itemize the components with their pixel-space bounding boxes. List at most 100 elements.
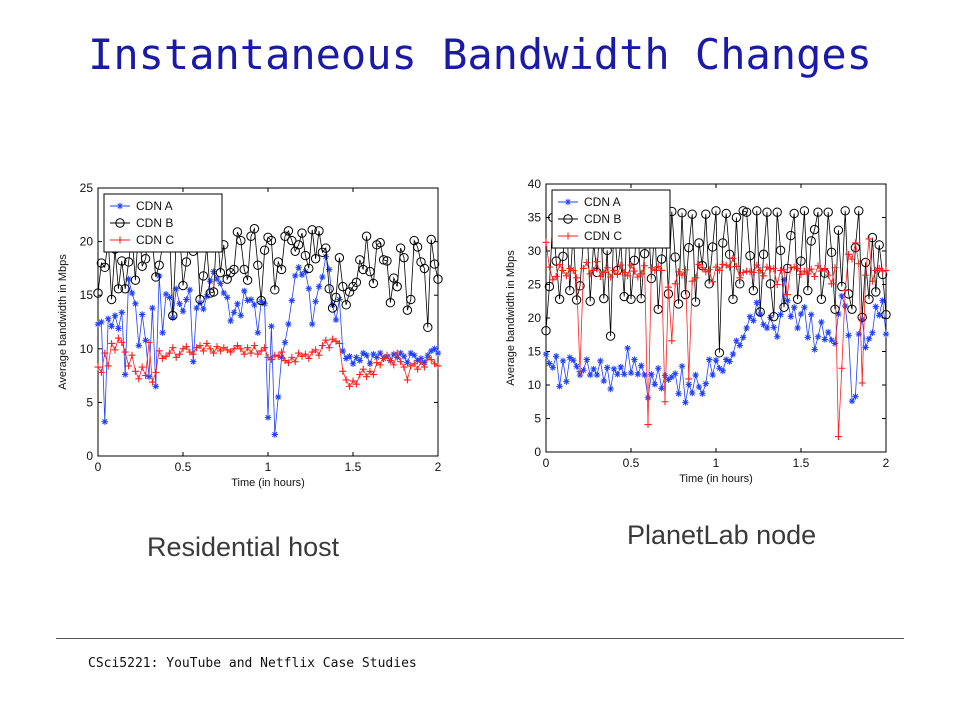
data-point [583,356,590,363]
data-point [199,347,207,355]
data-point [681,266,689,274]
data-point [274,352,282,360]
data-point [142,337,149,344]
data-point [98,318,105,326]
data-point [558,251,568,262]
data-point [753,261,761,269]
data-point [782,263,793,274]
data-point [661,398,669,406]
data-point [726,263,734,271]
data-point [872,303,879,310]
data-point [148,378,156,386]
data-point [280,231,290,241]
y-tick-label: 20 [80,235,94,249]
data-point [300,250,311,261]
data-point [315,283,323,290]
data-point [780,276,788,284]
data-point [421,359,428,366]
data-point [634,273,642,281]
data-point [363,373,371,381]
data-point [397,358,405,366]
data-point [845,332,852,339]
data-point [173,285,180,292]
data-point [624,272,632,280]
data-point [128,351,136,359]
data-point [220,289,227,297]
data-point [406,294,416,305]
data-point [587,371,594,379]
data-point [707,242,718,252]
data-point [349,377,357,385]
data-point [139,311,146,318]
series-cdn-c [542,235,890,441]
data-point [586,270,594,278]
legend-marker [564,198,572,206]
data-point [400,353,408,360]
data-point [692,371,699,379]
data-point [287,235,297,246]
legend: CDN A CDN B CDN C [551,189,671,249]
data-point [614,371,621,378]
data-point [544,281,555,292]
data-point [605,331,616,341]
data-point [360,349,367,357]
data-point [668,373,675,381]
data-point [395,243,406,253]
data-point [154,260,164,270]
data-point [259,245,270,255]
data-point [135,342,142,349]
data-point [664,283,672,291]
data-point [619,291,629,302]
data-point [721,208,731,219]
data-point [342,376,350,384]
data-point [115,325,122,332]
data-point [244,297,251,304]
data-point [273,257,283,267]
data-point [331,292,341,303]
data-point [182,343,190,351]
data-point [285,320,292,328]
data-point [672,370,679,377]
data-point [797,310,805,318]
data-point [312,298,319,305]
data-point [644,421,652,429]
data-point [426,234,436,245]
data-point [417,358,425,366]
data-point [871,287,881,297]
data-point [278,354,285,361]
data-point [135,375,143,383]
data-point [373,354,380,361]
data-point [701,209,711,219]
data-point [668,337,676,345]
data-point [621,371,628,378]
data-point [648,371,655,378]
x-tick-label: 1.5 [345,460,362,474]
data-point [787,313,794,320]
data-point [748,285,759,296]
data-point [100,262,110,273]
data-point [801,304,808,311]
data-point [176,350,184,358]
data-point [563,378,570,385]
legend-marker [116,202,124,210]
data-point [268,323,275,330]
data-point [732,262,740,270]
x-tick-label: 0.5 [175,460,192,474]
data-point [101,418,108,425]
data-point [684,242,694,253]
data-point [242,275,253,285]
data-point [301,350,309,358]
data-point [169,344,177,352]
data-point [267,356,275,364]
data-point [882,266,890,274]
data-point [766,265,774,273]
x-tick-label: 1 [265,460,272,474]
data-point [324,284,334,294]
data-point [694,238,704,248]
data-point [366,367,374,375]
data-point [293,240,304,250]
data-point [562,272,570,280]
data-point [770,264,778,272]
data-point [101,349,109,357]
data-point [641,371,648,379]
